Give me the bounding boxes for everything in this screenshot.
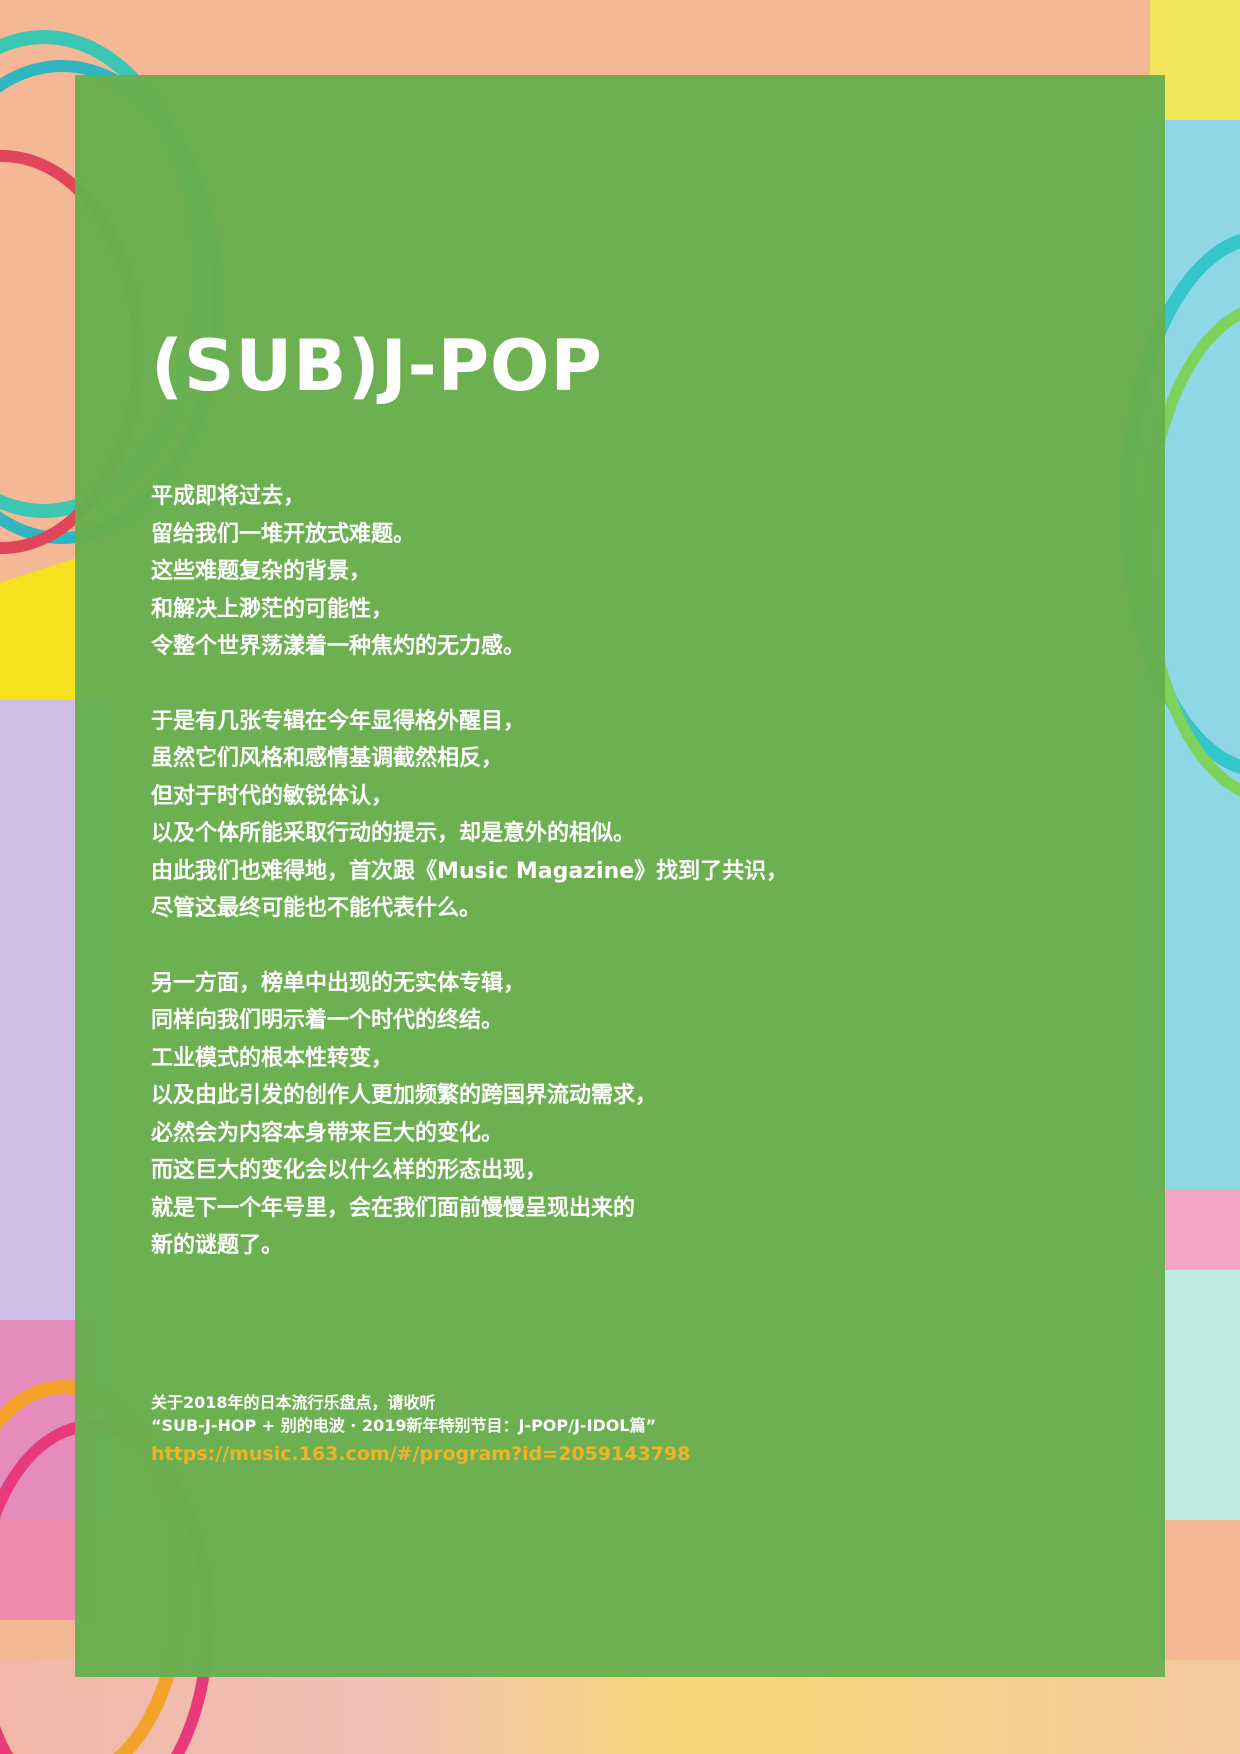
- article-body: 平成即将过去， 留给我们一堆开放式难题。 这些难题复杂的背景， 和解决上渺茫的可…: [151, 478, 911, 1302]
- note-line-1: 关于2018年的日本流行乐盘点，请收听: [151, 1393, 436, 1412]
- text-line: 新的谜题了。: [151, 1233, 284, 1258]
- program-link[interactable]: https://music.163.com/#/program?id=20591…: [151, 1443, 691, 1465]
- text-line: 和解决上渺茫的可能性，: [151, 596, 394, 622]
- text-line: 以及个体所能采取行动的提示，却是意外的相似。: [151, 821, 636, 846]
- page-title: (SUB)J-POP: [151, 325, 603, 407]
- text-line: 必然会为内容本身带来巨大的变化。: [151, 1120, 504, 1146]
- text-line: 令整个世界荡漾着一种焦灼的无力感。: [151, 634, 526, 659]
- text-line: 但对于时代的敏锐体认，: [151, 783, 394, 809]
- text-line: 工业模式的根本性转变，: [151, 1045, 394, 1071]
- text-line: 另一方面，榜单中出现的无实体专辑，: [151, 970, 526, 996]
- text-line: 同样向我们明示着一个时代的终结。: [151, 1008, 504, 1033]
- paragraph-3: 另一方面，榜单中出现的无实体专辑， 同样向我们明示着一个时代的终结。 工业模式的…: [151, 965, 911, 1265]
- text-line: 由此我们也难得地，首次跟《Music Magazine》找到了共识，: [151, 858, 789, 884]
- text-line: 于是有几张专辑在今年显得格外醒目，: [151, 708, 526, 734]
- text-line: 这些难题复杂的背景，: [151, 559, 372, 584]
- text-line: 留给我们一堆开放式难题。: [151, 521, 416, 547]
- note-line-2: “SUB-J-HOP + 别的电波 · 2019新年特别节目：J-POP/J-I…: [151, 1416, 657, 1435]
- paragraph-2: 于是有几张专辑在今年显得格外醒目， 虽然它们风格和感情基调截然相反， 但对于时代…: [151, 703, 911, 928]
- program-note: 关于2018年的日本流行乐盘点，请收听 “SUB-J-HOP + 别的电波 · …: [151, 1391, 911, 1469]
- text-line: 平成即将过去，: [151, 484, 306, 509]
- text-line: 就是下一个年号里，会在我们面前慢慢呈现出来的: [151, 1195, 636, 1221]
- text-line: 而这巨大的变化会以什么样的形态出现，: [151, 1158, 548, 1183]
- text-line: 以及由此引发的创作人更加频繁的跨国界流动需求，: [151, 1083, 658, 1108]
- text-line: 虽然它们风格和感情基调截然相反，: [151, 746, 504, 771]
- content-panel: (SUB)J-POP 平成即将过去， 留给我们一堆开放式难题。 这些难题复杂的背…: [75, 75, 1165, 1677]
- text-line: 尽管这最终可能也不能代表什么。: [151, 896, 482, 921]
- paragraph-1: 平成即将过去， 留给我们一堆开放式难题。 这些难题复杂的背景， 和解决上渺茫的可…: [151, 478, 911, 666]
